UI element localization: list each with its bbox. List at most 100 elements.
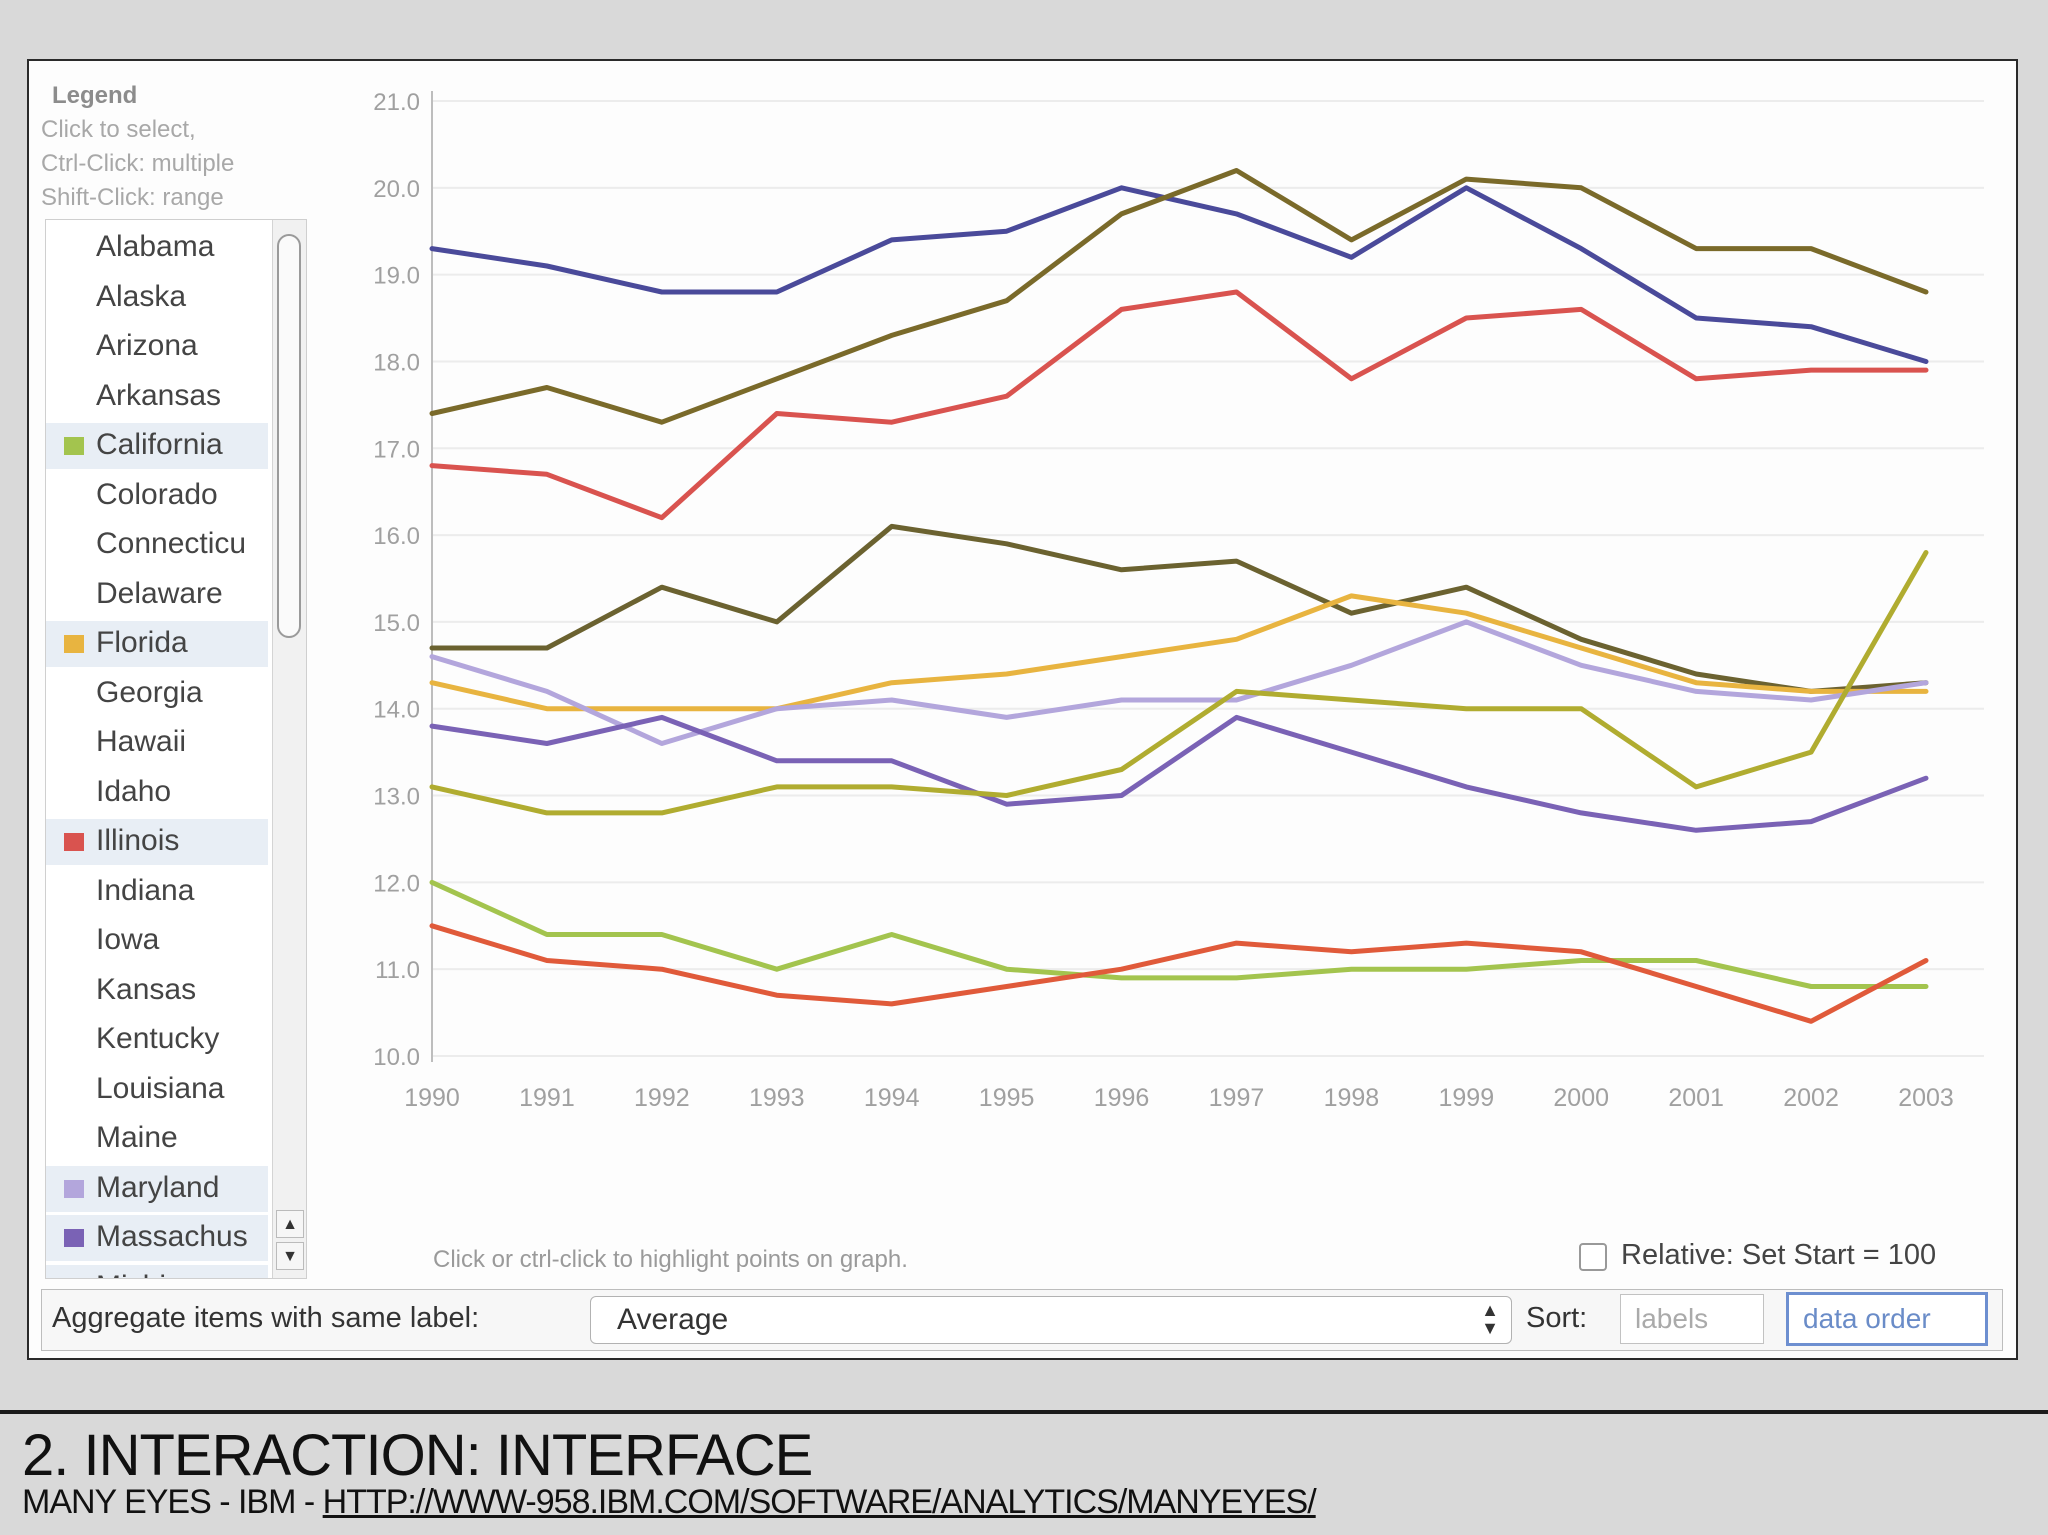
legend-item[interactable]: Illinois bbox=[46, 819, 268, 865]
sort-data-order-button[interactable]: data order bbox=[1786, 1292, 1988, 1346]
legend-item[interactable]: Kansas bbox=[46, 968, 268, 1014]
legend-item[interactable]: Idaho bbox=[46, 770, 268, 816]
legend-item-label: Connecticu bbox=[96, 527, 247, 560]
x-tick-label: 1990 bbox=[404, 1084, 460, 1112]
legend-item[interactable]: Louisiana bbox=[46, 1067, 268, 1113]
legend-help-multiple: Ctrl-Click: multiple bbox=[41, 150, 235, 177]
chart-hint: Click or ctrl-click to highlight points … bbox=[433, 1246, 908, 1273]
series-line bbox=[429, 289, 1929, 521]
relative-label: Relative: Set Start = 100 bbox=[1621, 1239, 1937, 1271]
legend-item-label: California bbox=[96, 428, 223, 461]
slide-title: 2. INTERACTION: INTERFACE bbox=[22, 1423, 813, 1488]
series-line bbox=[429, 185, 1929, 364]
series-line bbox=[429, 523, 1929, 694]
legend-item-label: Arkansas bbox=[96, 378, 222, 412]
legend-item[interactable]: Iowa bbox=[46, 918, 268, 964]
slide-source: MANY EYES - IBM - bbox=[22, 1483, 323, 1521]
x-tick-label: 1991 bbox=[519, 1084, 575, 1112]
y-tick-label: 17.0 bbox=[373, 436, 420, 463]
legend-item[interactable]: Delaware bbox=[46, 572, 268, 618]
x-tick-label: 2003 bbox=[1898, 1084, 1954, 1112]
scroll-down-arrow-icon[interactable]: ▼ bbox=[276, 1242, 304, 1270]
aggregate-selected-value: Average bbox=[617, 1303, 729, 1336]
legend-item-label: Georgia bbox=[96, 675, 203, 709]
x-tick-label: 1996 bbox=[1094, 1084, 1150, 1112]
x-tick-label: 2000 bbox=[1553, 1084, 1609, 1112]
x-tick-label: 1997 bbox=[1209, 1084, 1265, 1112]
legend-swatch bbox=[64, 1229, 84, 1247]
series-line bbox=[429, 550, 1929, 816]
x-tick-label: 1998 bbox=[1324, 1084, 1380, 1112]
aggregate-label: Aggregate items with same label: bbox=[52, 1302, 480, 1334]
legend-item-label: Colorado bbox=[96, 477, 218, 511]
legend-item[interactable]: Florida bbox=[46, 621, 268, 667]
sort-labels-button[interactable]: labels bbox=[1620, 1294, 1764, 1344]
y-tick-label: 11.0 bbox=[375, 957, 420, 984]
x-tick-label: 2001 bbox=[1668, 1084, 1724, 1112]
legend-item[interactable]: Alaska bbox=[46, 275, 268, 321]
legend-help-select: Click to select, bbox=[41, 116, 196, 143]
legend-item-label: Delaware bbox=[96, 576, 223, 610]
legend-swatch bbox=[64, 437, 84, 455]
x-tick-label: 1995 bbox=[979, 1084, 1035, 1112]
sort-label: Sort: bbox=[1526, 1302, 1588, 1334]
legend-item[interactable]: Arizona bbox=[46, 324, 268, 370]
aggregate-select[interactable]: Average ▲ ▼ bbox=[590, 1296, 1512, 1344]
line-chart[interactable]: 10.0 11.0 12.0 13.0 14.0 15.0 16.0 17.0 18.0 19.0… bbox=[29, 61, 2016, 1358]
legend-item-label: Florida bbox=[96, 626, 188, 659]
legend-item[interactable]: Maryland bbox=[46, 1165, 268, 1212]
legend-swatch bbox=[64, 833, 84, 851]
legend-item-label: Iowa bbox=[96, 923, 160, 956]
legend-item-label: Idaho bbox=[96, 774, 172, 808]
series-line bbox=[429, 619, 1929, 746]
legend-item-label: Arizona bbox=[96, 329, 198, 362]
legend-item-label: Louisiana bbox=[96, 1071, 225, 1105]
y-tick-label: 14.0 bbox=[373, 697, 420, 724]
aggregate-toolbar: Aggregate items with same label: Average… bbox=[41, 1289, 2003, 1351]
series-line bbox=[429, 714, 1929, 833]
legend-item[interactable]: California bbox=[46, 423, 268, 469]
legend-swatch bbox=[64, 635, 84, 653]
scrollbar-thumb[interactable] bbox=[277, 234, 301, 638]
x-tick-label: 2002 bbox=[1783, 1084, 1839, 1112]
legend-item[interactable]: Alabama bbox=[46, 225, 268, 271]
scroll-up-arrow-icon[interactable]: ▲ bbox=[276, 1210, 304, 1238]
legend-item-label: Maryland bbox=[96, 1170, 220, 1204]
legend-item-label: Alaska bbox=[96, 279, 187, 313]
legend-item-label: Kentucky bbox=[96, 1022, 220, 1055]
y-tick-label: 10.0 bbox=[373, 1044, 420, 1071]
y-tick-label: 19.0 bbox=[373, 263, 420, 290]
legend-item-label: Hawaii bbox=[96, 725, 187, 758]
legend-item[interactable]: Connecticu bbox=[46, 522, 268, 568]
series-line bbox=[429, 168, 1929, 425]
legend-item-label: Maine bbox=[96, 1121, 178, 1154]
legend-list[interactable]: Alabama Alaska Arizona Arkansas California Co… bbox=[45, 219, 307, 1279]
legend-scrollbar[interactable]: ▲ ▼ bbox=[272, 220, 306, 1278]
legend-item[interactable]: Hawaii bbox=[46, 720, 268, 766]
y-tick-label: 12.0 bbox=[373, 870, 420, 897]
legend-header: Legend Click to select, Ctrl-Click: mult… bbox=[41, 79, 301, 215]
x-tick-label: 1999 bbox=[1438, 1084, 1494, 1112]
y-tick-label: 21.0 bbox=[373, 89, 420, 116]
series-line bbox=[429, 879, 1929, 989]
legend-item[interactable]: Maine bbox=[46, 1116, 268, 1162]
series-line bbox=[429, 923, 1929, 1024]
legend-item[interactable]: Michigan bbox=[46, 1264, 268, 1279]
series-line bbox=[429, 593, 1929, 712]
y-tick-label: 13.0 bbox=[373, 784, 420, 811]
legend-item[interactable]: Kentucky bbox=[46, 1017, 268, 1063]
many-eyes-window: Legend Click to select, Ctrl-Click: mult… bbox=[27, 59, 2018, 1360]
legend-item[interactable]: Indiana bbox=[46, 869, 268, 915]
legend-item-label: Massachus bbox=[96, 1220, 248, 1253]
legend-item[interactable]: Georgia bbox=[46, 671, 268, 717]
legend-swatch bbox=[64, 1179, 84, 1198]
legend-item-label: Michigan bbox=[96, 1270, 216, 1279]
source-link[interactable]: HTTP://WWW-958.IBM.COM/SOFTWARE/ANALYTIC… bbox=[322, 1483, 1317, 1521]
legend-item-label: Indiana bbox=[96, 873, 195, 907]
x-tick-label: 1992 bbox=[634, 1084, 690, 1112]
legend-item[interactable]: Colorado bbox=[46, 473, 268, 519]
relative-checkbox[interactable] bbox=[1579, 1243, 1607, 1271]
legend-help-range: Shift-Click: range bbox=[41, 184, 224, 211]
legend-item[interactable]: Arkansas bbox=[46, 374, 268, 420]
legend-item[interactable]: Massachus bbox=[46, 1215, 268, 1261]
